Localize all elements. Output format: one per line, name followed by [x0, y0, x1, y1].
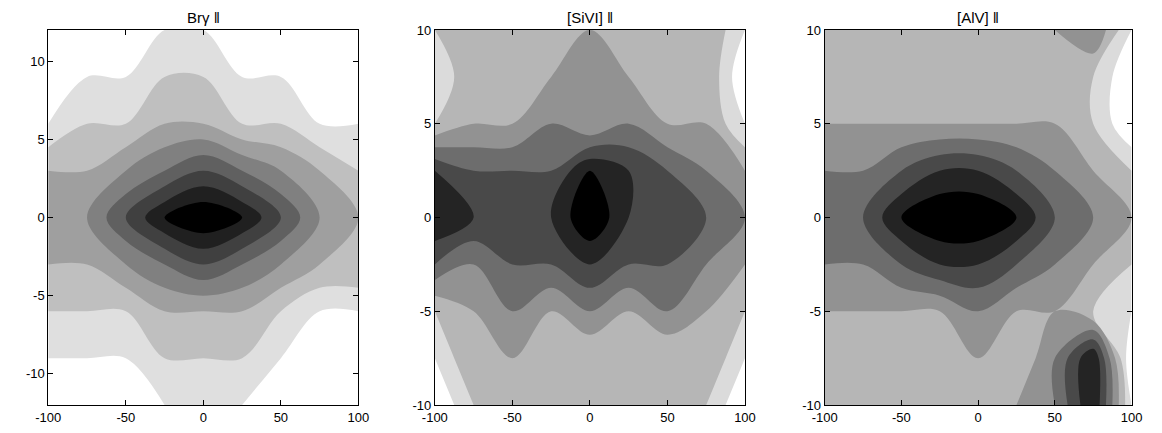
svg-text:0: 0 [37, 210, 44, 225]
svg-text:100: 100 [734, 410, 756, 425]
svg-text:-50: -50 [116, 410, 135, 425]
svg-text:[SiVI] ‖: [SiVI] ‖ [567, 9, 613, 26]
svg-text:0: 0 [424, 210, 431, 225]
svg-text:0: 0 [975, 410, 982, 425]
svg-text:0: 0 [200, 410, 207, 425]
svg-text:5: 5 [424, 116, 431, 131]
svg-text:-100: -100 [35, 410, 61, 425]
svg-text:0: 0 [814, 210, 821, 225]
svg-text:5: 5 [37, 132, 44, 147]
svg-text:-5: -5 [33, 288, 45, 303]
svg-text:50: 50 [1048, 410, 1062, 425]
svg-text:5: 5 [814, 116, 821, 131]
svg-text:-10: -10 [802, 398, 821, 413]
svg-text:0: 0 [586, 410, 593, 425]
svg-text:-100: -100 [422, 410, 448, 425]
svg-text:10: 10 [807, 23, 821, 38]
svg-text:-10: -10 [412, 398, 431, 413]
svg-text:Brγ ‖: Brγ ‖ [187, 9, 220, 26]
svg-text:50: 50 [274, 410, 288, 425]
svg-text:-5: -5 [810, 304, 822, 319]
svg-text:-100: -100 [812, 410, 838, 425]
svg-text:-5: -5 [420, 304, 432, 319]
svg-text:-10: -10 [26, 366, 45, 381]
svg-text:-50: -50 [503, 410, 522, 425]
svg-text:10: 10 [30, 54, 44, 69]
svg-text:[AlV] ‖: [AlV] ‖ [957, 9, 999, 26]
svg-text:50: 50 [660, 410, 674, 425]
svg-text:100: 100 [1121, 410, 1143, 425]
svg-text:-50: -50 [892, 410, 911, 425]
svg-text:100: 100 [348, 410, 370, 425]
svg-text:10: 10 [417, 23, 431, 38]
